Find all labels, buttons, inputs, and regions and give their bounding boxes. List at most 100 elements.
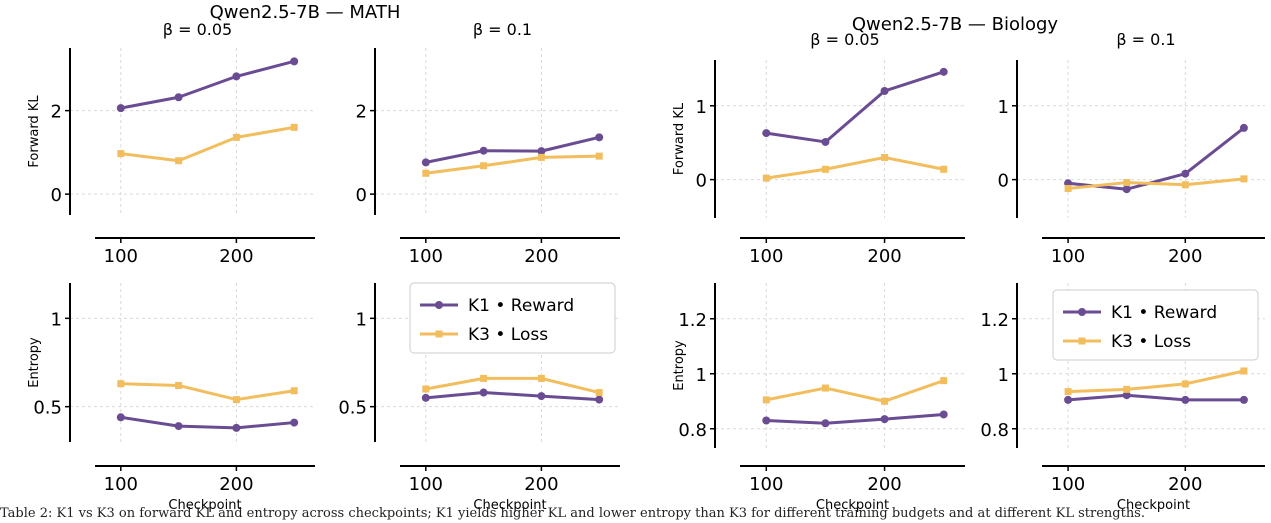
x-tick-label: 100 — [1051, 246, 1085, 267]
x-tick-label: 100 — [409, 246, 443, 267]
data-point-k3 — [762, 174, 770, 182]
data-point-k1 — [1181, 169, 1190, 178]
subplot-5: 0.5 1 100 200 Entropy Checkpoint — [27, 283, 315, 513]
x-tick-label: 200 — [219, 474, 253, 495]
subplot-title: β = 0.05 — [810, 30, 879, 49]
data-point-k3 — [175, 157, 183, 165]
series-line-k3 — [1068, 369, 1245, 394]
data-point-k1 — [762, 416, 771, 425]
y-tick-label: 0 — [51, 185, 62, 206]
y-tick-label: 1 — [998, 97, 1009, 118]
data-point-k1 — [821, 137, 830, 146]
data-point-k3 — [1181, 380, 1189, 388]
data-point-k1 — [479, 146, 488, 155]
data-point-k1 — [290, 57, 299, 66]
y-tick-label: 0.8 — [678, 420, 707, 441]
data-point-k3 — [1123, 179, 1131, 187]
data-point-k3 — [422, 385, 430, 393]
y-tick-label: 1 — [696, 365, 707, 386]
x-tick-label: 100 — [749, 246, 783, 267]
group-title-biology: Qwen2.5-7B — Biology — [852, 14, 1059, 35]
x-tick-label: 200 — [867, 246, 901, 267]
data-point-k1 — [116, 104, 125, 113]
data-point-k1 — [1064, 395, 1073, 404]
legend-box — [1052, 289, 1259, 361]
series-line-k1 — [120, 59, 295, 110]
x-tick-label: 100 — [104, 474, 138, 495]
data-point-k1 — [116, 413, 125, 422]
x-axis-label: Checkpoint — [168, 498, 241, 513]
y-axis-label: Forward KL — [27, 95, 42, 168]
data-point-k3 — [881, 397, 889, 405]
data-point-k3 — [1240, 175, 1248, 183]
series-line-k3 — [425, 376, 600, 394]
data-point-k1 — [232, 423, 241, 432]
y-tick-label: 1.2 — [678, 310, 707, 331]
data-point-k1 — [537, 392, 546, 401]
subplot-4: 0 1 100 200 β = 0.1 — [998, 30, 1265, 267]
legend-marker-circle — [1078, 308, 1086, 316]
legend-label: K1 • Reward — [468, 296, 574, 316]
data-point-k3 — [480, 162, 488, 170]
subplot-6: 0.5 1 100 200 Checkpoint K1 • Reward K3 • Loss — [338, 282, 620, 513]
subplot-title: β = 0.1 — [473, 20, 532, 39]
series-line-k3 — [766, 155, 945, 180]
data-point-k3 — [117, 150, 125, 158]
legend-label: K1 • Reward — [1111, 303, 1217, 323]
series-line-k3 — [120, 382, 295, 402]
series-line-k3 — [1067, 177, 1245, 190]
x-tick-label: 200 — [1168, 474, 1202, 495]
y-tick-label: 1 — [696, 97, 707, 118]
data-point-k1 — [537, 147, 546, 156]
series-line-k1 — [120, 415, 295, 430]
data-point-k1 — [880, 415, 889, 424]
data-point-k3 — [232, 133, 240, 141]
series-line-k1 — [425, 391, 600, 402]
data-point-k3 — [1064, 388, 1072, 396]
series-line-k3 — [120, 125, 295, 163]
data-point-k1 — [174, 422, 183, 431]
data-point-k3 — [537, 374, 545, 382]
data-point-k1 — [595, 395, 604, 404]
data-point-k3 — [762, 396, 770, 404]
subplot-1: 0 2 100 200 β = 0.05 Forward KL — [27, 20, 315, 267]
series-line-k1 — [766, 70, 945, 144]
y-axis-label: Entropy — [27, 337, 42, 388]
x-axis-label: Checkpoint — [1117, 498, 1190, 513]
data-point-k3 — [117, 380, 125, 388]
legend-marker-square — [435, 330, 443, 338]
data-point-k3 — [940, 377, 948, 385]
data-point-k1 — [595, 133, 604, 142]
y-tick-label: 0.5 — [33, 398, 62, 419]
data-point-k1 — [939, 67, 948, 76]
data-point-k1 — [1239, 395, 1248, 404]
x-tick-label: 100 — [104, 246, 138, 267]
figure-caption: Table 2: K1 vs K3 on forward KL and entr… — [0, 506, 1145, 521]
data-point-k3 — [422, 169, 430, 177]
data-point-k3 — [821, 165, 829, 173]
data-point-k1 — [1122, 391, 1131, 400]
data-point-k3 — [232, 396, 240, 404]
group-title-math: Qwen2.5-7B — MATH — [210, 2, 401, 23]
legend-marker-square — [1078, 337, 1086, 345]
data-point-k3 — [940, 165, 948, 173]
data-point-k3 — [1240, 367, 1248, 375]
x-axis-label: Checkpoint — [473, 498, 546, 513]
data-point-k3 — [1123, 385, 1131, 393]
data-point-k3 — [1181, 181, 1189, 189]
x-axis-label: Checkpoint — [816, 498, 889, 513]
data-point-k3 — [595, 389, 603, 397]
data-point-k1 — [290, 418, 299, 427]
y-axis-label: Forward KL — [672, 102, 687, 175]
data-point-k1 — [174, 93, 183, 102]
y-tick-label: 2 — [51, 102, 62, 123]
data-point-k3 — [290, 387, 298, 395]
data-point-k1 — [939, 410, 948, 419]
data-point-k3 — [1064, 184, 1072, 192]
data-point-k1 — [880, 87, 889, 96]
legend-box — [409, 282, 616, 354]
x-tick-label: 100 — [409, 474, 443, 495]
legend-label: K3 • Loss — [468, 325, 548, 345]
subplot-title: β = 0.05 — [163, 20, 232, 39]
x-tick-label: 200 — [1168, 246, 1202, 267]
